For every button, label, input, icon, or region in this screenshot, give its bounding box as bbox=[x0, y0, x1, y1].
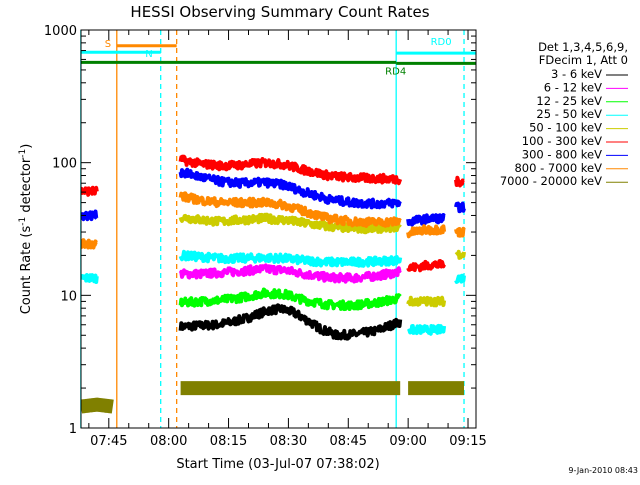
x-tick-label: 09:15 bbox=[449, 434, 486, 449]
series-line bbox=[406, 295, 447, 308]
series-line bbox=[81, 238, 99, 250]
legend-label: 25 - 50 keV bbox=[536, 107, 602, 121]
plot-frame bbox=[80, 29, 477, 429]
y-axis: 1 10 100 1000 bbox=[44, 24, 476, 437]
series-line bbox=[81, 273, 99, 284]
legend-label: 800 - 7000 keV bbox=[514, 161, 602, 175]
x-tick-label: 08:00 bbox=[150, 434, 187, 449]
observing-flag-bars: S N RD0 RD4 bbox=[80, 37, 476, 77]
x-axis: 07:45 08:00 08:15 08:30 08:45 09:00 09:15 bbox=[88, 30, 487, 449]
x-tick-label: 08:15 bbox=[210, 434, 247, 449]
x-tick-label: 08:30 bbox=[270, 434, 307, 449]
chart-title: HESSI Observing Summary Count Rates bbox=[130, 3, 429, 21]
y-label-part: Count Rate (s bbox=[19, 226, 34, 315]
series-line bbox=[178, 167, 402, 210]
x-tick-label: 09:00 bbox=[389, 434, 426, 449]
series-line bbox=[406, 224, 447, 239]
plot-area: S N RD0 RD4 bbox=[80, 29, 477, 429]
y-axis-label: Count Rate (s-1 detector-1) bbox=[18, 144, 34, 315]
series-line bbox=[81, 397, 120, 414]
series-line bbox=[406, 213, 446, 227]
series-line bbox=[178, 191, 402, 228]
y-label-part: ) bbox=[19, 144, 34, 149]
series-line bbox=[81, 209, 99, 222]
legend-label: 50 - 100 keV bbox=[529, 121, 602, 135]
series-line bbox=[178, 212, 402, 235]
series-line bbox=[81, 185, 99, 197]
x-axis-label: Start Time (03-Jul-07 07:38:02) bbox=[176, 457, 379, 472]
y-tick-label: 1000 bbox=[44, 24, 77, 39]
series-line bbox=[454, 226, 466, 238]
x-tick-label: 08:45 bbox=[330, 434, 367, 449]
series-line bbox=[178, 154, 403, 186]
series-layer bbox=[81, 154, 471, 414]
series-line bbox=[454, 273, 466, 284]
y-tick-label: 100 bbox=[52, 157, 77, 172]
series-line bbox=[454, 201, 466, 214]
legend-label: 7000 - 20000 keV bbox=[500, 174, 602, 188]
flag-bar-label: S bbox=[105, 39, 111, 50]
flag-bar-label: N bbox=[145, 49, 152, 60]
legend-label: 3 - 6 keV bbox=[551, 67, 602, 81]
series-line bbox=[454, 249, 466, 260]
series-line bbox=[406, 259, 446, 273]
attenuator-markers bbox=[80, 30, 465, 428]
legend-label: 100 - 300 keV bbox=[522, 134, 602, 148]
legend-header-line: FDecim 1, Att 0 bbox=[539, 53, 628, 67]
series-line bbox=[454, 175, 466, 188]
x-tick-label: 07:45 bbox=[90, 434, 127, 449]
y-label-sup: -1 bbox=[18, 149, 28, 158]
y-tick-label: 1 bbox=[69, 422, 77, 437]
flag-bar-label: RD0 bbox=[431, 37, 452, 48]
series-line bbox=[406, 323, 447, 336]
series-line bbox=[178, 249, 403, 268]
y-tick-label: 10 bbox=[60, 289, 77, 304]
legend: Det 1,3,4,5,6,9, FDecim 1, Att 0 3 - 6 k… bbox=[500, 40, 628, 188]
footer-timestamp: 9-Jan-2010 08:43 bbox=[568, 466, 638, 475]
legend-label: 300 - 800 keV bbox=[522, 147, 602, 161]
series-line bbox=[178, 263, 402, 284]
y-label-part: detector bbox=[19, 157, 34, 217]
legend-header-line: Det 1,3,4,5,6,9, bbox=[538, 40, 628, 54]
flag-bar-label: RD4 bbox=[385, 66, 406, 77]
legend-label: 12 - 25 keV bbox=[536, 94, 602, 108]
series-line bbox=[178, 303, 403, 341]
legend-label: 6 - 12 keV bbox=[544, 80, 602, 94]
series-line bbox=[178, 287, 402, 312]
y-label-sup: -1 bbox=[18, 217, 28, 226]
